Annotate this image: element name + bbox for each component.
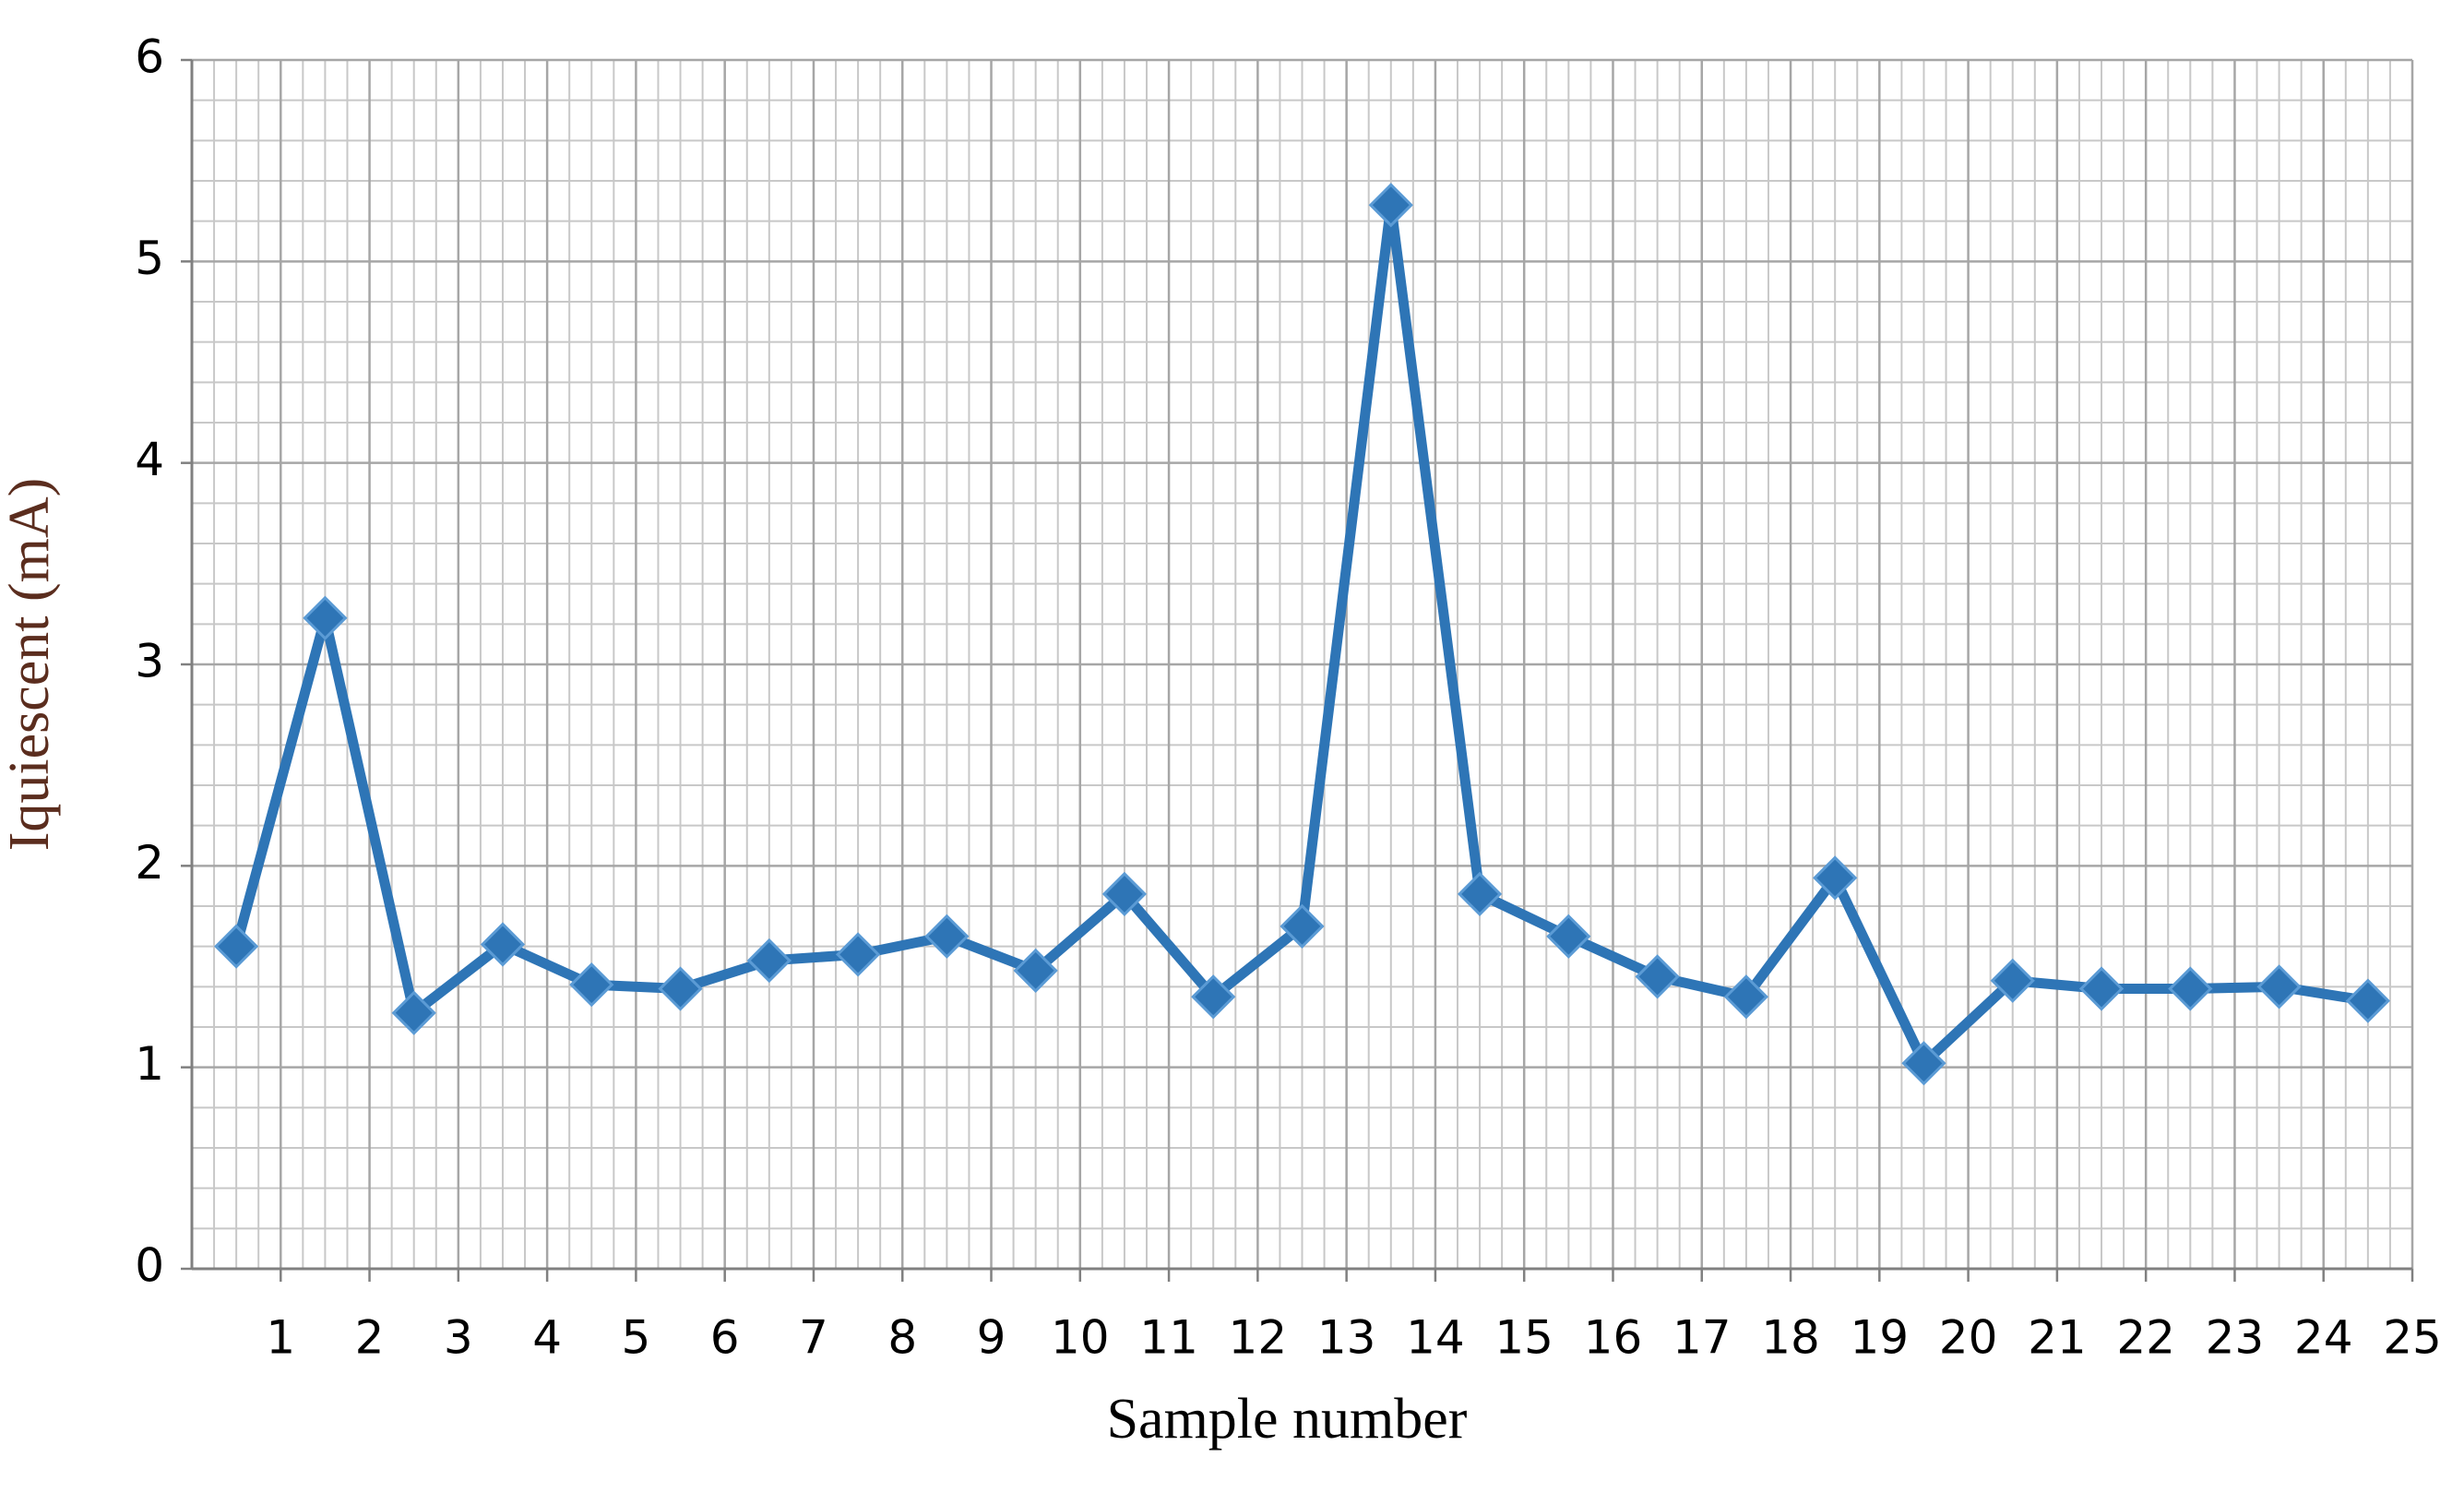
marker (1635, 954, 1680, 999)
x-tick-label: 16 (1584, 1311, 1643, 1365)
x-tick-label: 25 (2383, 1311, 2442, 1365)
x-tick-label: 24 (2294, 1311, 2353, 1365)
marker (1280, 903, 1325, 949)
y-tick-label: 5 (135, 232, 164, 285)
x-tick-label: 17 (1672, 1311, 1732, 1365)
marker (1191, 974, 1236, 1020)
y-tick-label: 3 (135, 635, 164, 688)
x-tick-label: 15 (1494, 1311, 1553, 1365)
marker (569, 962, 614, 1008)
y-tick-label: 4 (135, 433, 164, 486)
x-tick-label: 12 (1229, 1311, 1288, 1365)
marker (480, 922, 526, 967)
x-tick-label: 8 (887, 1311, 917, 1365)
marker (1101, 871, 1148, 917)
x-tick-label: 9 (977, 1311, 1006, 1365)
x-tick-label: 23 (2206, 1311, 2265, 1365)
x-tick-label: 14 (1406, 1311, 1465, 1365)
x-tick-label: 11 (1139, 1311, 1198, 1365)
y-axis-title: Iquiescent (mA) (0, 478, 61, 852)
x-tick-label: 3 (444, 1311, 473, 1365)
marker (1013, 948, 1058, 993)
marker (1813, 855, 1858, 901)
x-tick-label: 19 (1851, 1311, 1910, 1365)
x-tick-label: 5 (621, 1311, 650, 1365)
y-tick-label: 1 (135, 1037, 164, 1091)
x-tick-label: 2 (355, 1311, 385, 1365)
x-tick-label: 20 (1939, 1311, 1998, 1365)
marker (1990, 958, 2035, 1003)
marker (658, 966, 703, 1011)
x-tick-label: 22 (2116, 1311, 2175, 1365)
marker (1368, 183, 1413, 228)
marker (835, 932, 881, 977)
marker (2345, 978, 2390, 1023)
x-tick-label: 10 (1051, 1311, 1110, 1365)
marker (2256, 964, 2302, 1009)
y-tick-label: 0 (135, 1239, 164, 1293)
y-tick-label: 2 (135, 836, 164, 890)
marker (214, 924, 259, 969)
marker (1546, 914, 1591, 959)
x-tick-label: 4 (532, 1311, 562, 1365)
marker (2078, 966, 2125, 1011)
x-axis-title: Sample number (1107, 1388, 1468, 1451)
x-tick-label: 7 (799, 1311, 828, 1365)
marker (2168, 966, 2213, 1011)
y-tick-label: 6 (135, 30, 164, 84)
marker (303, 595, 348, 640)
marker (746, 938, 792, 984)
marker (1457, 871, 1503, 917)
marker (1901, 1041, 1946, 1086)
x-tick-label: 18 (1761, 1311, 1820, 1365)
x-tick-label: 1 (266, 1311, 295, 1365)
x-tick-label: 13 (1317, 1311, 1376, 1365)
marker (391, 990, 436, 1035)
marker (1723, 974, 1769, 1020)
x-tick-label: 21 (2028, 1311, 2087, 1365)
marker (924, 914, 970, 959)
x-tick-label: 6 (710, 1311, 740, 1365)
